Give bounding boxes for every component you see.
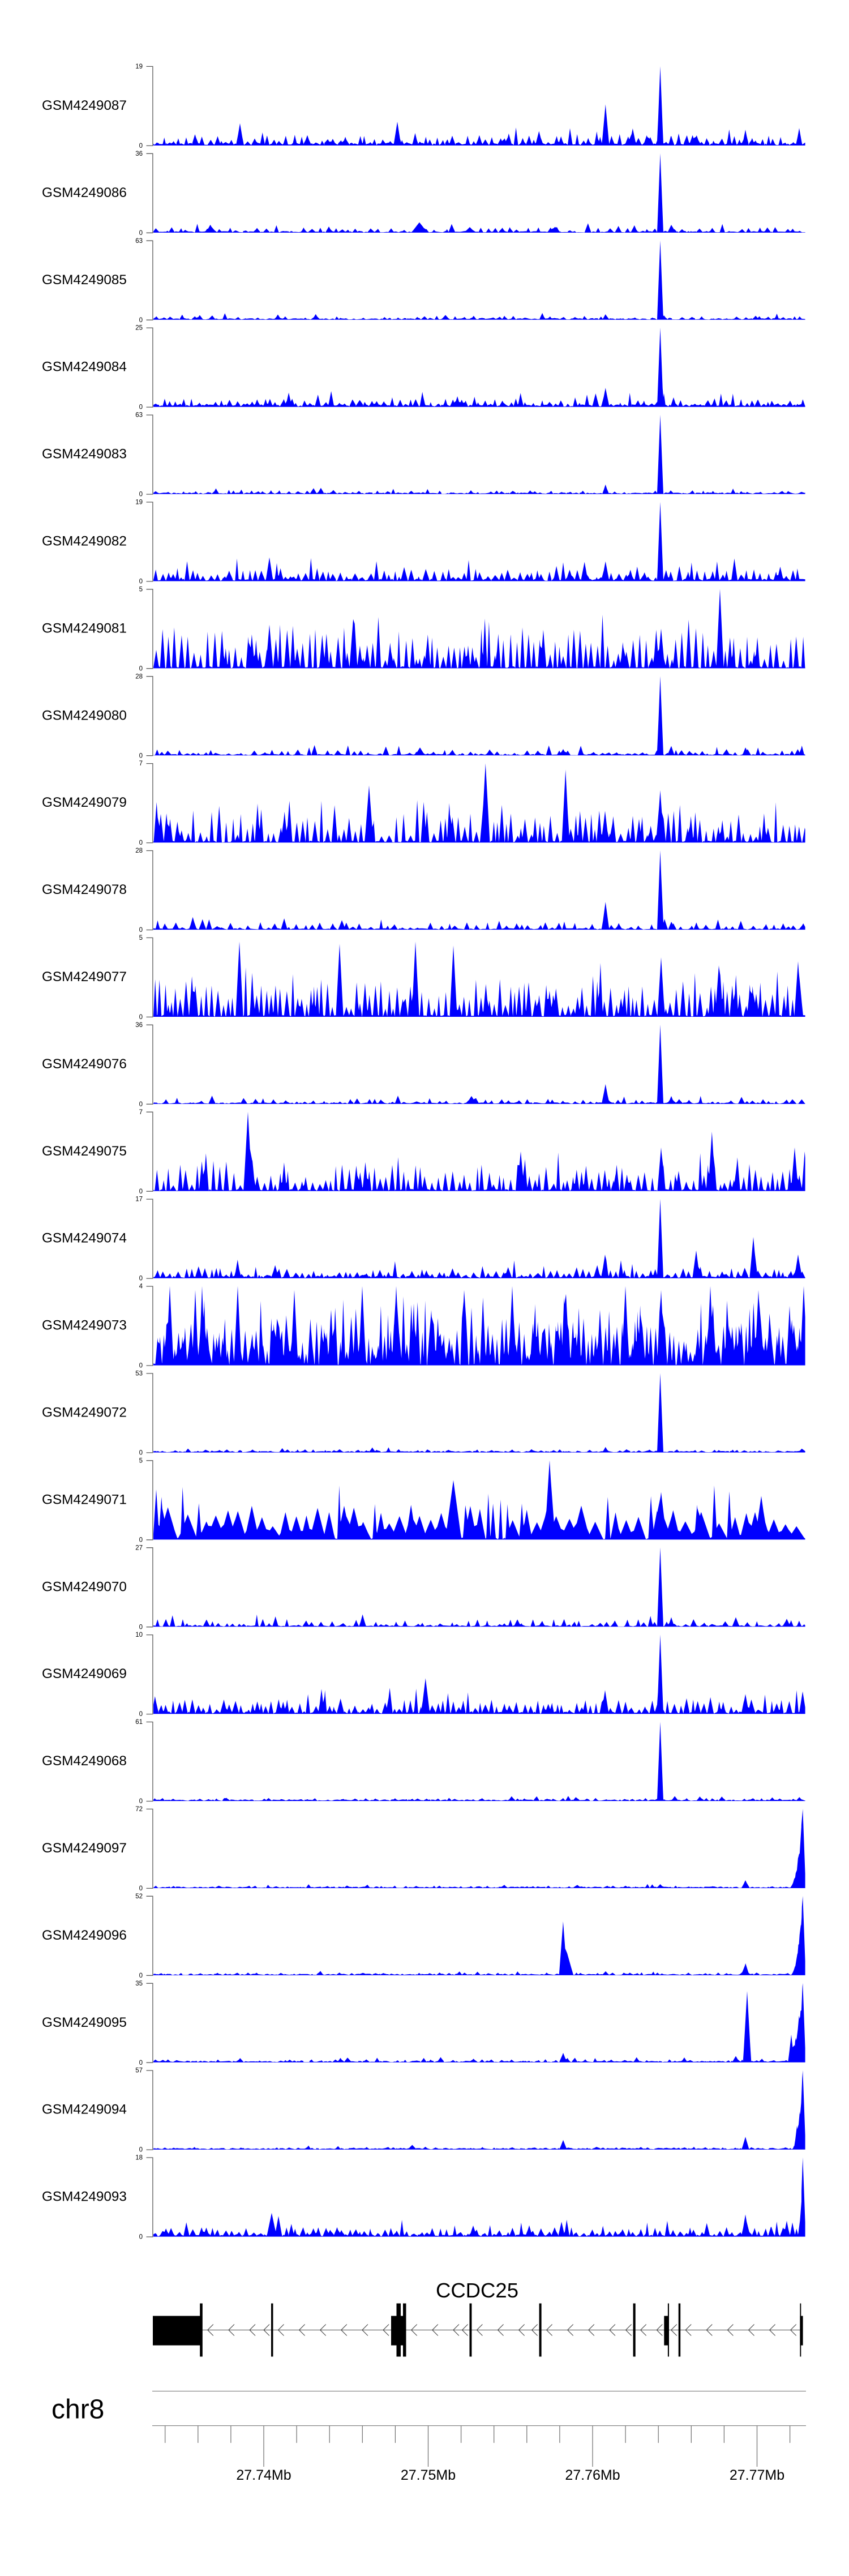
svg-text:GSM4249083: GSM4249083 [42,447,127,462]
svg-text:0: 0 [139,1798,143,1805]
svg-text:GSM4249095: GSM4249095 [42,2015,127,2030]
svg-text:0: 0 [139,491,143,498]
svg-text:chr8: chr8 [52,2395,104,2425]
svg-text:0: 0 [139,1450,143,1457]
svg-text:0: 0 [139,927,143,934]
svg-text:GSM4249069: GSM4249069 [42,1666,127,1681]
svg-text:GSM4249078: GSM4249078 [42,882,127,897]
svg-text:0: 0 [139,404,143,411]
svg-text:5: 5 [139,1457,143,1464]
svg-text:0: 0 [139,1188,143,1195]
svg-text:36: 36 [135,1022,143,1029]
svg-text:0: 0 [139,1101,143,1108]
svg-text:GSM4249086: GSM4249086 [42,185,127,200]
svg-text:0: 0 [139,143,143,149]
svg-text:0: 0 [139,317,143,324]
svg-text:63: 63 [135,238,143,245]
svg-text:0: 0 [139,1014,143,1021]
svg-text:53: 53 [135,1371,143,1377]
svg-text:27.76Mb: 27.76Mb [565,2467,620,2483]
svg-text:0: 0 [139,1972,143,1979]
svg-text:0: 0 [139,230,143,237]
svg-text:GSM4249085: GSM4249085 [42,272,127,288]
svg-text:52: 52 [135,1893,143,1900]
svg-text:36: 36 [135,151,143,157]
svg-text:GSM4249082: GSM4249082 [42,534,127,549]
svg-text:5: 5 [139,586,143,593]
svg-text:0: 0 [139,1624,143,1631]
svg-text:0: 0 [139,1711,143,1718]
svg-text:GSM4249075: GSM4249075 [42,1144,127,1159]
svg-text:GSM4249087: GSM4249087 [42,98,127,113]
svg-text:GSM4249081: GSM4249081 [42,621,127,636]
svg-text:GSM4249073: GSM4249073 [42,1318,127,1333]
svg-text:61: 61 [135,1719,143,1726]
svg-text:57: 57 [135,2068,143,2074]
svg-text:0: 0 [139,579,143,585]
svg-text:28: 28 [135,848,143,854]
svg-text:17: 17 [135,1196,143,1203]
svg-text:GSM4249076: GSM4249076 [42,1056,127,1072]
svg-text:GSM4249084: GSM4249084 [42,360,127,375]
svg-text:35: 35 [135,1980,143,1987]
svg-text:5: 5 [139,935,143,942]
svg-text:0: 0 [139,1276,143,1282]
svg-text:GSM4249071: GSM4249071 [42,1492,127,1507]
svg-text:0: 0 [139,1363,143,1370]
svg-text:GSM4249093: GSM4249093 [42,2189,127,2205]
svg-text:27: 27 [135,1544,143,1551]
svg-text:GSM4249094: GSM4249094 [42,2102,127,2117]
svg-text:27.77Mb: 27.77Mb [730,2467,784,2483]
svg-text:CCDC25: CCDC25 [436,2279,518,2302]
svg-text:10: 10 [135,1632,143,1638]
svg-text:0: 0 [139,1537,143,1543]
svg-text:GSM4249072: GSM4249072 [42,1405,127,1420]
svg-text:27.75Mb: 27.75Mb [401,2467,456,2483]
svg-text:GSM4249096: GSM4249096 [42,1928,127,1943]
svg-text:25: 25 [135,325,143,332]
svg-text:7: 7 [139,1109,143,1116]
svg-text:GSM4249080: GSM4249080 [42,708,127,723]
svg-text:GSM4249077: GSM4249077 [42,969,127,985]
svg-text:0: 0 [139,1885,143,1892]
svg-text:18: 18 [135,2155,143,2162]
svg-text:28: 28 [135,673,143,680]
svg-text:19: 19 [135,499,143,506]
svg-text:7: 7 [139,760,143,767]
svg-text:0: 0 [139,2060,143,2066]
svg-text:GSM4249070: GSM4249070 [42,1579,127,1594]
svg-text:0: 0 [139,2147,143,2154]
svg-text:0: 0 [139,2234,143,2241]
svg-text:4: 4 [139,1283,143,1290]
svg-text:GSM4249074: GSM4249074 [42,1231,127,1246]
svg-text:0: 0 [139,665,143,672]
svg-text:0: 0 [139,752,143,759]
svg-text:GSM4249097: GSM4249097 [42,1841,127,1856]
svg-text:19: 19 [135,63,143,70]
svg-text:27.74Mb: 27.74Mb [236,2467,291,2483]
svg-text:72: 72 [135,1806,143,1813]
svg-text:0: 0 [139,840,143,846]
svg-text:63: 63 [135,412,143,419]
svg-text:GSM4249079: GSM4249079 [42,795,127,810]
svg-text:GSM4249068: GSM4249068 [42,1753,127,1769]
